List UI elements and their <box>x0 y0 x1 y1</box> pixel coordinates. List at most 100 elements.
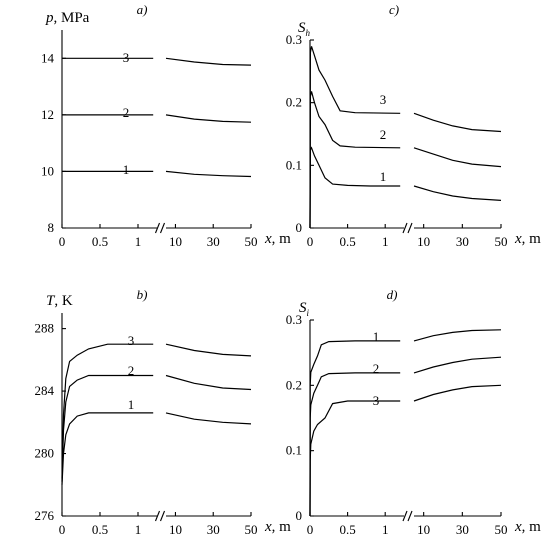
x-axis-label: x, m <box>514 519 541 535</box>
axis-break-mark <box>407 222 413 234</box>
axis-break-mark <box>402 222 408 234</box>
x-tick-label: 1 <box>135 522 142 537</box>
y-tick-label: 8 <box>48 220 55 235</box>
series-label-3: 3 <box>128 333 135 348</box>
x-tick-label: 0 <box>307 522 314 537</box>
x-axis-label-unit: , m <box>522 519 542 535</box>
x-tick-label: 30 <box>456 522 469 537</box>
series-3-line-near <box>309 400 401 517</box>
x-tick-label: 50 <box>495 522 508 537</box>
y-axis-label-sub: h <box>306 28 311 38</box>
axis-break-mark <box>407 510 413 522</box>
y-axis-label-var: S <box>299 300 307 316</box>
y-axis-label-sub: i <box>306 308 309 318</box>
x-tick-label: 30 <box>207 234 220 249</box>
y-axis-label-unit: , K <box>54 293 73 309</box>
y-tick-label: 10 <box>41 163 54 178</box>
series-3-line-far <box>413 112 502 133</box>
series-3-line-near <box>61 343 154 479</box>
series-label-3: 3 <box>373 393 380 408</box>
y-tick-label: 284 <box>35 383 55 398</box>
series-2-line-far <box>413 147 502 168</box>
series-1-line-near <box>61 412 154 485</box>
series-2-line-far <box>413 356 502 374</box>
series-1-line-near <box>309 146 401 229</box>
y-axis-label: T, K <box>46 293 73 309</box>
x-tick-label: 30 <box>207 522 220 537</box>
series-2-line-far <box>165 114 252 123</box>
panel-label-c: c) <box>389 2 399 17</box>
x-tick-label: 10 <box>169 522 182 537</box>
panel-label-b: b) <box>137 287 148 302</box>
panel-b: b) 276 280 284 288 0 0.5 1 10 30 50 T, K x, m 1 2 3 <box>35 287 292 537</box>
x-axis-label-var: x <box>514 231 522 247</box>
series-label-2: 2 <box>373 361 380 376</box>
x-tick-label: 10 <box>169 234 182 249</box>
x-tick-label: 50 <box>245 234 258 249</box>
x-axis-label: x, m <box>264 231 291 247</box>
panel-c: c) 0 0.1 0.2 0.3 0 0.5 1 10 30 50 Sh x, m 1 2 3 <box>286 2 541 249</box>
series-label-1: 1 <box>373 329 380 344</box>
x-tick-label: 1 <box>135 234 142 249</box>
series-2-line-near <box>309 372 401 517</box>
series-label-2: 2 <box>128 363 135 378</box>
y-tick-label: 280 <box>35 446 55 461</box>
y-tick-label: 0 <box>296 220 303 235</box>
y-tick-label: 276 <box>35 508 55 523</box>
x-tick-label: 10 <box>417 522 430 537</box>
y-tick-label: 0.3 <box>286 312 302 327</box>
x-tick-label: 50 <box>245 522 258 537</box>
series-label-1: 1 <box>380 169 387 184</box>
panel-label-a: a) <box>137 2 148 17</box>
y-tick-label: 288 <box>35 321 55 336</box>
x-tick-label: 50 <box>495 234 508 249</box>
series-label-2: 2 <box>380 127 387 142</box>
y-axis-label-var: T <box>46 293 56 309</box>
x-axis-label-var: x <box>264 519 272 535</box>
series-3-line-far <box>165 343 252 357</box>
y-tick-label: 0 <box>296 508 303 523</box>
panel-d: d) 0 0.1 0.2 0.3 0 0.5 1 10 30 50 Si x, m 1 2 3 <box>286 287 541 537</box>
y-tick-label: 0.2 <box>286 95 302 110</box>
y-axis-label: Si <box>299 300 310 318</box>
y-axis-label-var: S <box>298 20 306 36</box>
y-tick-label: 12 <box>41 107 54 122</box>
x-tick-label: 0.5 <box>339 522 355 537</box>
series-1-line-far <box>165 170 252 178</box>
y-tick-label: 14 <box>41 50 55 65</box>
axis-break-mark <box>154 222 161 234</box>
x-tick-label: 0 <box>59 234 66 249</box>
series-1-line-near <box>309 340 401 517</box>
series-label-2: 2 <box>123 105 130 120</box>
axis-break-mark <box>154 510 161 522</box>
axis-break-mark <box>159 510 166 522</box>
x-tick-label: 0.5 <box>92 522 108 537</box>
series-label-1: 1 <box>123 162 130 177</box>
series-2-line-far <box>165 374 252 391</box>
series-label-1: 1 <box>128 397 135 412</box>
x-axis-label: x, m <box>514 231 541 247</box>
series-label-3: 3 <box>123 50 130 65</box>
axis-break-mark <box>159 222 166 234</box>
x-tick-label: 0 <box>307 234 314 249</box>
y-axis-label-unit: , MPa <box>54 10 90 26</box>
series-1-line-far <box>165 412 252 425</box>
y-axis-label: Sh <box>298 20 311 38</box>
series-2-line-near <box>309 91 401 229</box>
series-3-line-far <box>413 384 502 402</box>
series-1-line-far <box>413 185 502 201</box>
x-axis-label-unit: , m <box>272 231 292 247</box>
axis-break-mark <box>402 510 408 522</box>
x-tick-label: 30 <box>456 234 469 249</box>
y-tick-label: 0.1 <box>286 443 302 458</box>
series-2-line-near <box>61 374 154 482</box>
x-tick-label: 1 <box>382 234 389 249</box>
y-tick-label: 0.3 <box>286 32 302 47</box>
x-tick-label: 10 <box>417 234 430 249</box>
x-tick-label: 0 <box>59 522 66 537</box>
x-axis-label: x, m <box>264 519 291 535</box>
x-axis-label-var: x <box>264 231 272 247</box>
series-3-line-near <box>309 46 401 229</box>
